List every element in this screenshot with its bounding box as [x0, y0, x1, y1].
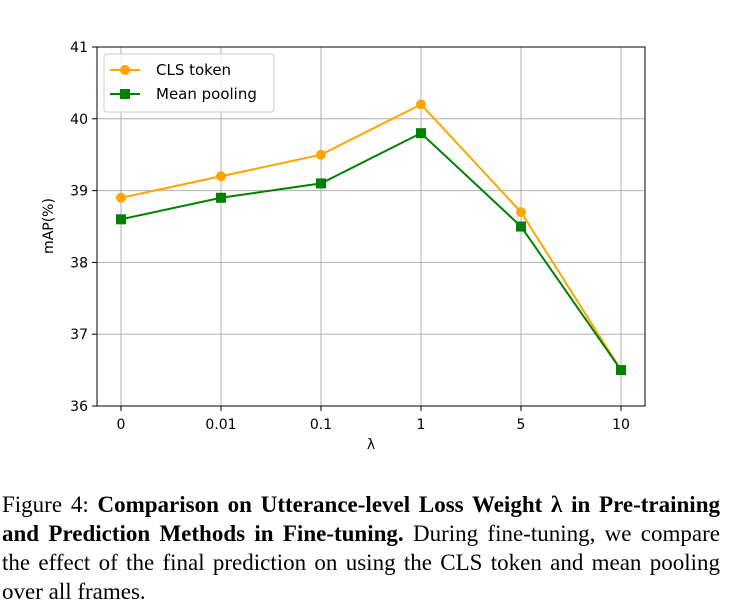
data-point-circle	[316, 149, 326, 160]
data-point-square	[116, 214, 126, 225]
legend-box	[103, 53, 275, 113]
series-line-1	[120, 131, 622, 371]
y-tick-label: 40	[70, 112, 88, 128]
caption-body: During fine-tuning, we compare the effec…	[2, 521, 720, 604]
series-line-0	[120, 103, 622, 371]
legend-marker-mean	[120, 89, 130, 99]
x-tick-label: 10	[612, 417, 630, 433]
data-point-square	[216, 192, 226, 203]
legend-marker-cls	[120, 65, 130, 75]
legend-label-mean: Mean pooling	[156, 85, 257, 103]
axis-ticks: 0 0.01 0.1 1 5 10 36 37 38 39 40 41	[70, 40, 630, 433]
data-point-square	[616, 365, 626, 376]
data-series	[116, 99, 626, 376]
x-tick-label: 5	[517, 417, 526, 433]
data-point-circle	[116, 192, 126, 203]
data-point-circle	[416, 99, 426, 110]
legend-label-cls: CLS token	[156, 61, 231, 79]
x-tick-label: 0.01	[205, 417, 236, 433]
y-tick-label: 37	[70, 327, 88, 343]
x-axis-label: λ	[367, 437, 375, 453]
x-tick-label: 0	[117, 417, 126, 433]
data-point-square	[316, 178, 326, 189]
line-chart: 0 0.01 0.1 1 5 10 36 37 38 39 40 41 λ mAP(%) CLS to…	[41, 40, 646, 453]
x-tick-label: 0.1	[310, 417, 332, 433]
data-point-circle	[216, 171, 226, 182]
y-tick-label: 36	[70, 399, 88, 415]
caption-prefix: Figure 4:	[2, 492, 98, 517]
data-point-square	[416, 128, 426, 139]
data-point-circle	[516, 207, 526, 218]
y-tick-label: 39	[70, 184, 88, 200]
y-tick-label: 38	[70, 255, 88, 271]
caption-bold-title: Comparison on Utterance-level Loss Weigh…	[2, 492, 720, 546]
plot-frame	[96, 46, 646, 407]
legend: CLS token Mean pooling	[103, 53, 275, 113]
y-tick-label: 41	[70, 40, 88, 56]
data-point-square	[516, 221, 526, 232]
y-axis-label: mAP(%)	[41, 198, 57, 254]
x-tick-label: 1	[417, 417, 426, 433]
figure-caption: Figure 4: Comparison on Utterance-level …	[2, 490, 720, 606]
